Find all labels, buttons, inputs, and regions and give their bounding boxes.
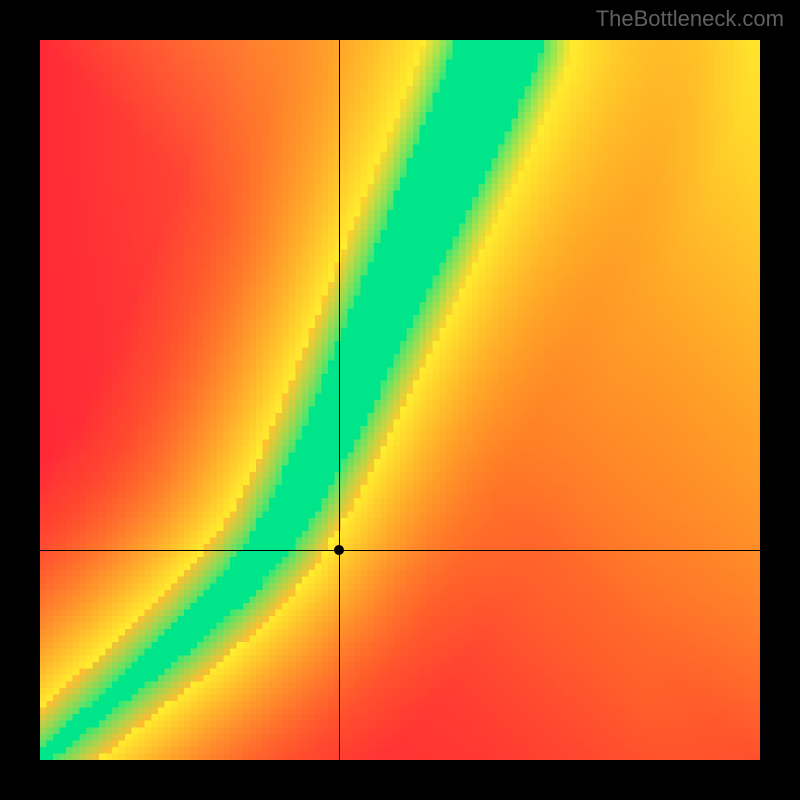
- attribution-text: TheBottleneck.com: [596, 6, 784, 32]
- crosshair-horizontal: [40, 550, 760, 551]
- plot-area: [40, 40, 760, 760]
- heatmap-canvas: [40, 40, 760, 760]
- chart-container: TheBottleneck.com: [0, 0, 800, 800]
- crosshair-vertical: [339, 40, 340, 760]
- marker-dot: [334, 545, 344, 555]
